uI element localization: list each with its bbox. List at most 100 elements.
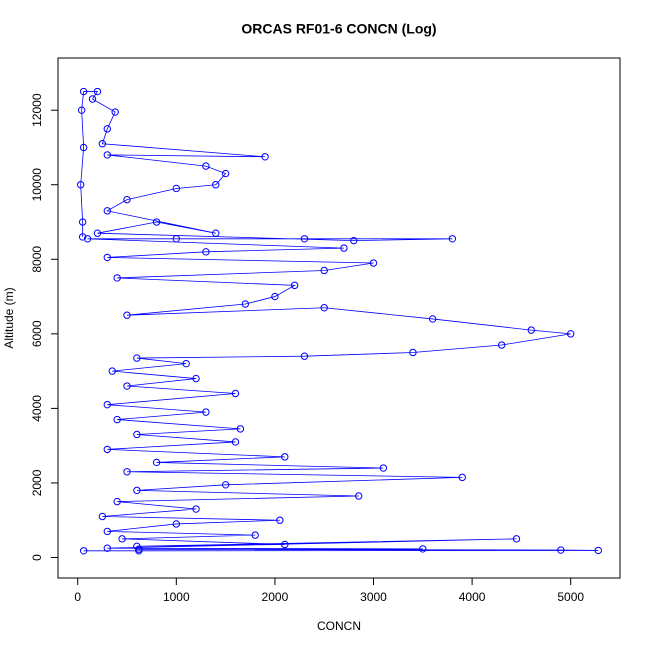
data-point [202, 248, 210, 256]
data-point [98, 512, 107, 521]
data-point [202, 162, 210, 170]
y-tick-label: 10000 [30, 168, 44, 202]
data-point [320, 266, 328, 275]
data-point [133, 542, 141, 551]
data-point [76, 181, 85, 189]
data-point [118, 535, 126, 543]
data-point [113, 415, 121, 424]
y-tick-label: 4000 [30, 395, 44, 422]
data-point [276, 516, 284, 524]
data-point [251, 531, 259, 539]
data-point [448, 235, 457, 243]
data-point [133, 430, 141, 439]
data-point [103, 253, 111, 262]
data-point [567, 330, 575, 338]
data-point [281, 453, 289, 461]
data-point [379, 464, 388, 472]
data-point [93, 229, 102, 237]
data-point [103, 207, 111, 215]
x-tick-label: 4000 [459, 590, 486, 604]
data-point [103, 400, 111, 409]
x-axis-label: CONCN [317, 619, 361, 633]
data-point [369, 259, 378, 267]
data-point [236, 425, 245, 433]
data-point [103, 544, 111, 552]
data-point [77, 106, 86, 114]
data-point [221, 169, 230, 178]
data-point [261, 153, 269, 161]
data-point [340, 244, 348, 252]
data-point [355, 492, 363, 500]
data-point [103, 125, 111, 133]
data-point [111, 108, 119, 116]
data-point [192, 505, 200, 513]
data-point [192, 374, 200, 383]
y-tick-label: 6000 [30, 320, 44, 347]
data-point [458, 473, 466, 482]
data-point [78, 233, 87, 241]
data-point [172, 235, 181, 243]
data-point [281, 540, 289, 549]
data-point [123, 195, 131, 204]
data-point [113, 274, 121, 282]
data-point [123, 382, 131, 390]
data-point [93, 87, 102, 96]
data-point [212, 229, 220, 237]
y-tick-label: 2000 [30, 469, 44, 496]
data-point [79, 547, 88, 555]
data-point [409, 348, 417, 357]
data-point [231, 389, 240, 398]
data-point [152, 218, 161, 226]
data-point [419, 545, 427, 553]
data-point [212, 181, 220, 189]
data-point [123, 311, 131, 319]
data-point [512, 535, 521, 543]
data-point [123, 468, 131, 476]
data-point [108, 367, 116, 375]
data-point [172, 520, 181, 528]
data-line [80, 91, 599, 552]
data-point [103, 527, 111, 536]
y-tick-label: 8000 [30, 246, 44, 273]
data-point [497, 341, 506, 349]
x-tick-label: 0 [74, 590, 81, 604]
data-point [300, 352, 309, 360]
data-point [133, 486, 141, 495]
data-point [79, 87, 88, 96]
data-point [83, 235, 92, 243]
data-point [103, 445, 111, 454]
y-tick-label: 0 [30, 554, 44, 561]
data-point [290, 281, 299, 290]
data-point [527, 326, 535, 334]
data-point [79, 143, 88, 152]
data-point [113, 497, 121, 506]
data-point [133, 354, 141, 362]
y-axis-label: Altitude (m) [2, 287, 16, 348]
plot-box [57, 57, 621, 579]
data-point [300, 235, 309, 243]
data-point [320, 304, 328, 312]
x-tick-label: 1000 [163, 590, 190, 604]
data-point [152, 458, 161, 467]
x-tick-label: 3000 [360, 590, 387, 604]
data-point [557, 546, 565, 554]
data-point [231, 438, 240, 446]
data-point [103, 151, 111, 159]
data-point [271, 292, 279, 301]
data-point [182, 359, 190, 368]
data-point [78, 218, 87, 226]
data-point [594, 546, 603, 555]
x-tick-label: 2000 [262, 590, 289, 604]
data-point [241, 300, 250, 308]
x-tick-label: 5000 [557, 590, 584, 604]
data-point [221, 481, 230, 489]
data-point [172, 184, 181, 193]
data-point [428, 315, 437, 323]
chart-title: ORCAS RF01-6 CONCN (Log) [241, 21, 436, 37]
data-point [350, 236, 358, 245]
y-tick-label: 12000 [30, 93, 44, 127]
data-point [88, 95, 97, 103]
data-point [202, 408, 210, 416]
data-point [98, 140, 107, 148]
